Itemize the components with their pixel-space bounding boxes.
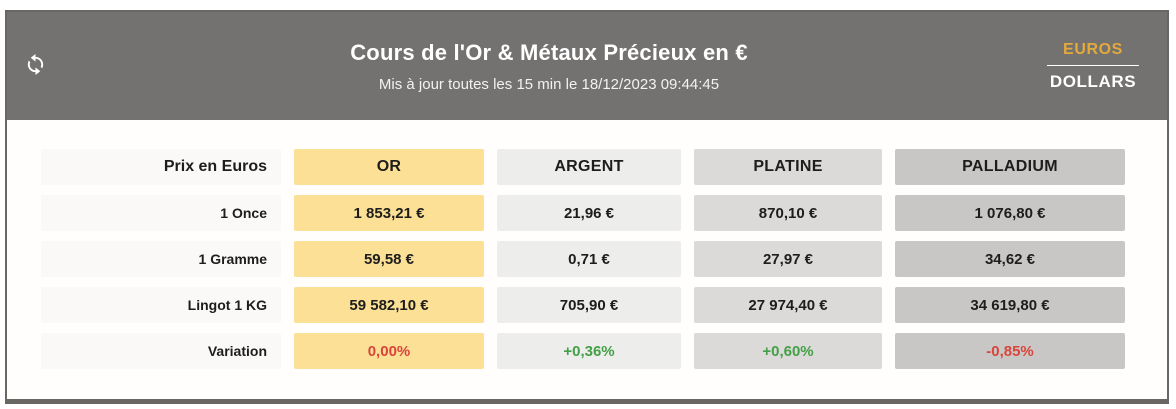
precious-metals-widget: Cours de l'Or & Métaux Précieux en € Mis…: [5, 10, 1169, 404]
currency-toggle-dollars[interactable]: DOLLARS: [1035, 72, 1151, 92]
variation-or: 0,00%: [294, 333, 484, 369]
value-or-lingot: 59 582,10 €: [294, 287, 484, 323]
value-argent-lingot: 705,90 €: [497, 287, 681, 323]
price-table: Prix en Euros OR ARGENT PLATINE PALLADIU…: [41, 149, 1167, 369]
column-header-platine: PLATINE: [694, 149, 882, 185]
value-palladium-once: 1 076,80 €: [895, 195, 1125, 231]
column-header-or: OR: [294, 149, 484, 185]
widget-body: Prix en Euros OR ARGENT PLATINE PALLADIU…: [7, 120, 1167, 369]
refresh-button[interactable]: [20, 51, 50, 81]
currency-toggle-euros[interactable]: EUROS: [1035, 41, 1151, 59]
variation-platine: +0,60%: [694, 333, 882, 369]
refresh-icon: [24, 53, 47, 79]
currency-toggle-divider: [1047, 64, 1139, 66]
row-label-once: 1 Once: [41, 195, 281, 231]
row-label-lingot: Lingot 1 KG: [41, 287, 281, 323]
value-palladium-gramme: 34,62 €: [895, 241, 1125, 277]
row-label-variation: Variation: [41, 333, 281, 369]
header-left: [7, 51, 63, 81]
variation-argent: +0,36%: [497, 333, 681, 369]
row-label-gramme: 1 Gramme: [41, 241, 281, 277]
value-platine-lingot: 27 974,40 €: [694, 287, 882, 323]
page-title: Cours de l'Or & Métaux Précieux en €: [350, 39, 748, 65]
widget-header: Cours de l'Or & Métaux Précieux en € Mis…: [7, 12, 1167, 120]
last-updated-text: Mis à jour toutes les 15 min le 18/12/20…: [378, 75, 720, 93]
value-argent-once: 21,96 €: [497, 195, 681, 231]
currency-toggle: EUROS DOLLARS: [1035, 41, 1167, 92]
value-argent-gramme: 0,71 €: [497, 241, 681, 277]
table-corner-label: Prix en Euros: [41, 149, 281, 185]
column-header-argent: ARGENT: [497, 149, 681, 185]
value-or-once: 1 853,21 €: [294, 195, 484, 231]
value-or-gramme: 59,58 €: [294, 241, 484, 277]
value-palladium-lingot: 34 619,80 €: [895, 287, 1125, 323]
value-platine-gramme: 27,97 €: [694, 241, 882, 277]
value-platine-once: 870,10 €: [694, 195, 882, 231]
header-center: Cours de l'Or & Métaux Précieux en € Mis…: [63, 40, 1035, 93]
variation-palladium: -0,85%: [895, 333, 1125, 369]
column-header-palladium: PALLADIUM: [895, 149, 1125, 185]
